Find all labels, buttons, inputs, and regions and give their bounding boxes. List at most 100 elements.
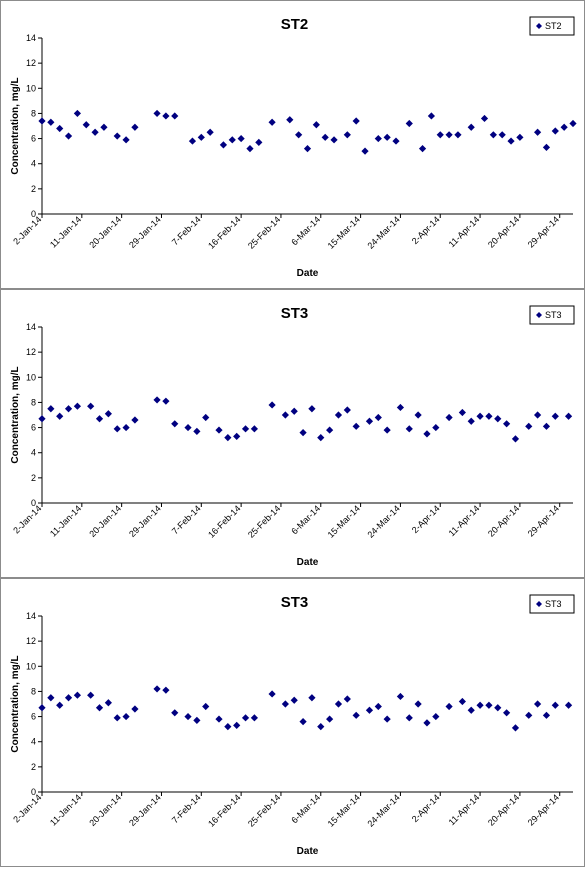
data-point: [330, 136, 338, 144]
data-point: [525, 711, 533, 719]
data-point: [91, 128, 99, 136]
data-point: [534, 128, 542, 136]
x-tick-label: 6-Mar-14: [289, 214, 322, 247]
x-tick-label: 29-Jan-14: [127, 792, 163, 828]
data-point: [317, 723, 325, 731]
data-point: [206, 128, 214, 136]
data-point: [317, 434, 325, 442]
data-point: [551, 701, 559, 709]
data-point: [485, 701, 493, 709]
data-point: [326, 426, 334, 434]
data-point: [56, 124, 64, 133]
x-tick-label: 11-Jan-14: [48, 792, 83, 827]
y-tick-label: 8: [31, 397, 36, 407]
data-point: [171, 709, 179, 717]
data-point: [290, 696, 298, 704]
data-point: [569, 119, 577, 128]
data-point: [104, 410, 112, 418]
x-tick-label: 2-Apr-14: [410, 503, 442, 535]
data-point: [432, 423, 440, 432]
data-point: [392, 137, 400, 145]
x-tick-label: 16-Feb-14: [206, 503, 242, 539]
data-point: [268, 118, 276, 126]
y-tick-label: 2: [31, 473, 36, 483]
data-point: [423, 719, 431, 727]
x-tick-label: 25-Feb-14: [246, 792, 282, 828]
x-tick-label: 29-Apr-14: [526, 214, 561, 249]
data-point: [184, 712, 192, 721]
data-point: [511, 435, 520, 443]
data-point: [396, 403, 405, 412]
data-point: [162, 112, 170, 120]
data-point: [312, 121, 320, 129]
y-tick-label: 8: [31, 686, 36, 696]
x-tick-label: 20-Jan-14: [87, 503, 123, 539]
x-tick-label: 11-Apr-14: [447, 503, 482, 538]
data-point: [122, 423, 130, 432]
data-point: [122, 712, 130, 721]
legend-box: [529, 305, 575, 325]
data-point: [38, 704, 46, 712]
chart-title: ST2: [281, 16, 309, 33]
data-point: [480, 114, 489, 123]
data-point: [47, 405, 55, 413]
data-point: [95, 704, 104, 712]
data-point: [295, 131, 303, 139]
data-point: [445, 413, 453, 422]
x-tick-label: 25-Feb-14: [246, 214, 282, 250]
data-point: [38, 415, 46, 423]
x-tick-label: 11-Apr-14: [447, 792, 482, 827]
y-tick-label: 6: [31, 134, 36, 144]
data-point: [153, 396, 161, 404]
data-point: [423, 430, 431, 438]
data-point: [188, 137, 197, 145]
x-tick-label: 2-Apr-14: [410, 214, 442, 246]
y-tick-label: 0: [31, 787, 36, 797]
data-point: [534, 700, 542, 708]
data-point: [467, 706, 475, 714]
data-point: [467, 417, 475, 425]
x-tick-label: 11-Apr-14: [447, 214, 482, 249]
data-point: [171, 420, 179, 428]
y-tick-label: 10: [26, 83, 36, 93]
data-point: [184, 423, 192, 432]
data-point: [233, 432, 241, 440]
data-point: [321, 133, 329, 141]
y-tick-label: 8: [31, 108, 36, 118]
data-point: [432, 712, 440, 721]
data-point: [503, 420, 511, 428]
x-tick-label: 24-Mar-14: [365, 214, 401, 250]
data-point: [224, 434, 232, 442]
data-point: [215, 426, 223, 434]
x-tick-label: 2-Apr-14: [410, 792, 442, 824]
data-point: [507, 137, 515, 145]
y-tick-label: 0: [31, 498, 36, 508]
data-point: [525, 422, 533, 430]
x-tick-label: 29-Apr-14: [526, 792, 561, 827]
data-point: [414, 411, 422, 419]
data-point: [241, 425, 250, 433]
data-point: [131, 416, 139, 424]
data-point: [308, 405, 316, 413]
y-tick-label: 6: [31, 712, 36, 722]
chart-title: ST3: [281, 594, 309, 611]
data-point: [564, 701, 573, 709]
data-point: [365, 417, 374, 425]
data-point: [564, 412, 573, 420]
data-point: [113, 714, 121, 722]
data-point: [467, 123, 475, 131]
y-tick-label: 6: [31, 423, 36, 433]
data-point: [374, 413, 382, 422]
data-point: [64, 132, 73, 140]
data-point: [352, 711, 360, 719]
x-tick-label: 2-Jan-14: [11, 792, 43, 824]
legend-box: [529, 16, 575, 36]
data-point: [113, 132, 121, 140]
data-point: [489, 131, 497, 139]
data-point: [250, 425, 258, 433]
x-tick-label: 11-Jan-14: [48, 503, 83, 538]
x-tick-label: 2-Jan-14: [11, 214, 43, 246]
x-tick-label: 15-Mar-14: [326, 503, 362, 539]
chart-svg: ST3 0 2 4 6 8 10 12 14 2-Jan-14 11-Jan-14 20-Jan-14…: [10, 594, 575, 857]
x-tick-label: 15-Mar-14: [326, 214, 362, 250]
